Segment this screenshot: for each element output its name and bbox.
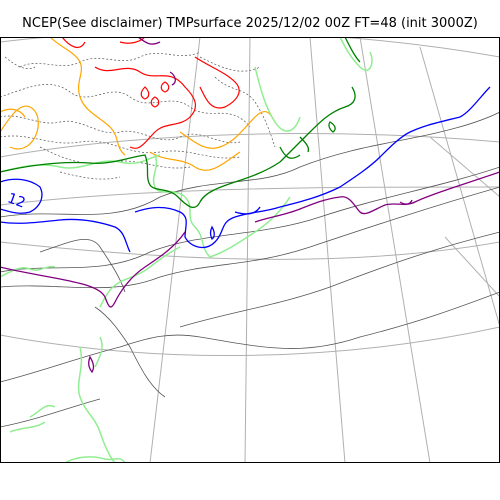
map-background [0, 37, 500, 463]
blue-contours [0, 86, 491, 253]
contour-label-12: 12 [5, 190, 27, 211]
light-green-contours [0, 37, 373, 463]
dark-green-contours [0, 37, 361, 209]
purple-contours [0, 37, 500, 374]
thin-contours [0, 111, 500, 428]
weather-map-canvas: 12 [0, 37, 500, 463]
red-contours [61, 37, 240, 149]
orange-contours [0, 37, 276, 171]
map-panel: 12 [0, 37, 500, 463]
map-title: NCEP(See disclaimer) TMPsurface 2025/12/… [22, 16, 478, 31]
